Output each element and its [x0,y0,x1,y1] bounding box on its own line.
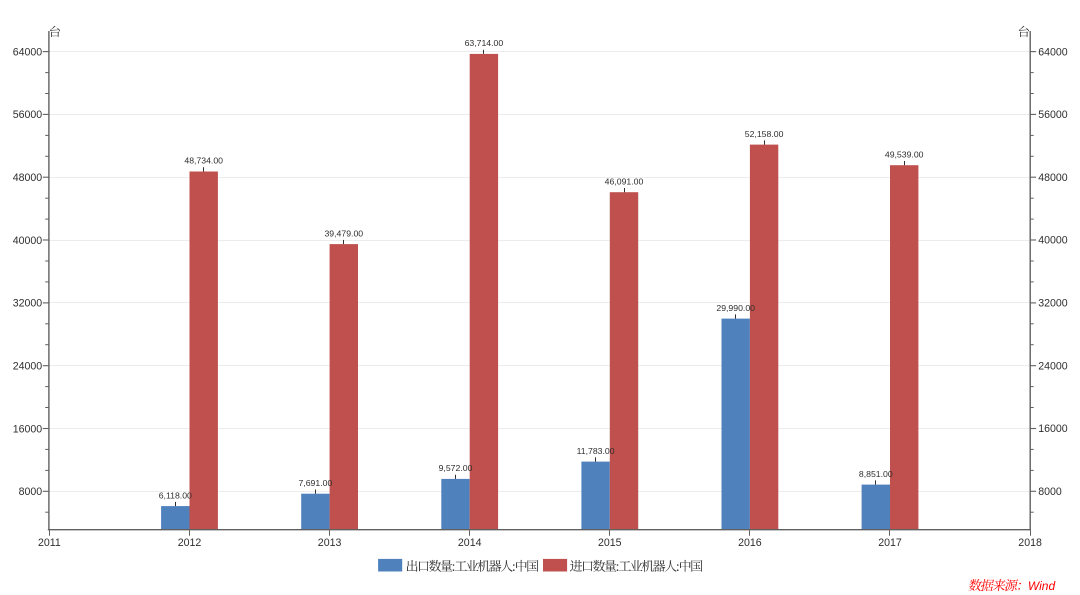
svg-text:2012: 2012 [178,537,202,549]
svg-text:32000: 32000 [1038,298,1068,310]
svg-text:52,158.00: 52,158.00 [745,129,784,139]
svg-text:7,691.00: 7,691.00 [298,478,332,488]
svg-text:16000: 16000 [13,423,43,435]
svg-text:9,572.00: 9,572.00 [439,463,473,473]
svg-text:39,479.00: 39,479.00 [324,228,363,238]
svg-text:16000: 16000 [1038,423,1068,435]
svg-text:40000: 40000 [13,235,43,247]
svg-text:2013: 2013 [318,537,342,549]
svg-text:64000: 64000 [13,46,43,58]
svg-text:56000: 56000 [13,109,43,121]
svg-text:49,539.00: 49,539.00 [885,149,924,159]
svg-text:2014: 2014 [458,537,482,549]
svg-text:8000: 8000 [19,486,43,498]
svg-text:2015: 2015 [598,537,622,549]
svg-text:63,714.00: 63,714.00 [465,38,504,48]
svg-text:2018: 2018 [1018,537,1042,549]
svg-text:32000: 32000 [13,298,43,310]
svg-text:2017: 2017 [878,537,902,549]
svg-text:56000: 56000 [1038,109,1068,121]
svg-text:6,118.00: 6,118.00 [159,490,192,500]
svg-text:64000: 64000 [1038,46,1068,58]
svg-text:2011: 2011 [38,537,61,549]
svg-text:46,091.00: 46,091.00 [605,176,644,186]
svg-text:24000: 24000 [1038,360,1068,372]
svg-text:Wind: Wind [1028,579,1056,593]
svg-text:48,734.00: 48,734.00 [184,156,223,166]
svg-text:2016: 2016 [738,537,762,549]
svg-text:8000: 8000 [1038,486,1062,498]
svg-text:48000: 48000 [1038,172,1068,184]
svg-text:40000: 40000 [1038,235,1068,247]
svg-text:48000: 48000 [13,172,43,184]
svg-text:24000: 24000 [13,361,43,373]
svg-text:11,783.00: 11,783.00 [577,446,615,456]
svg-text:29,990.00: 29,990.00 [716,303,755,313]
svg-text:8,851.00: 8,851.00 [859,469,893,479]
